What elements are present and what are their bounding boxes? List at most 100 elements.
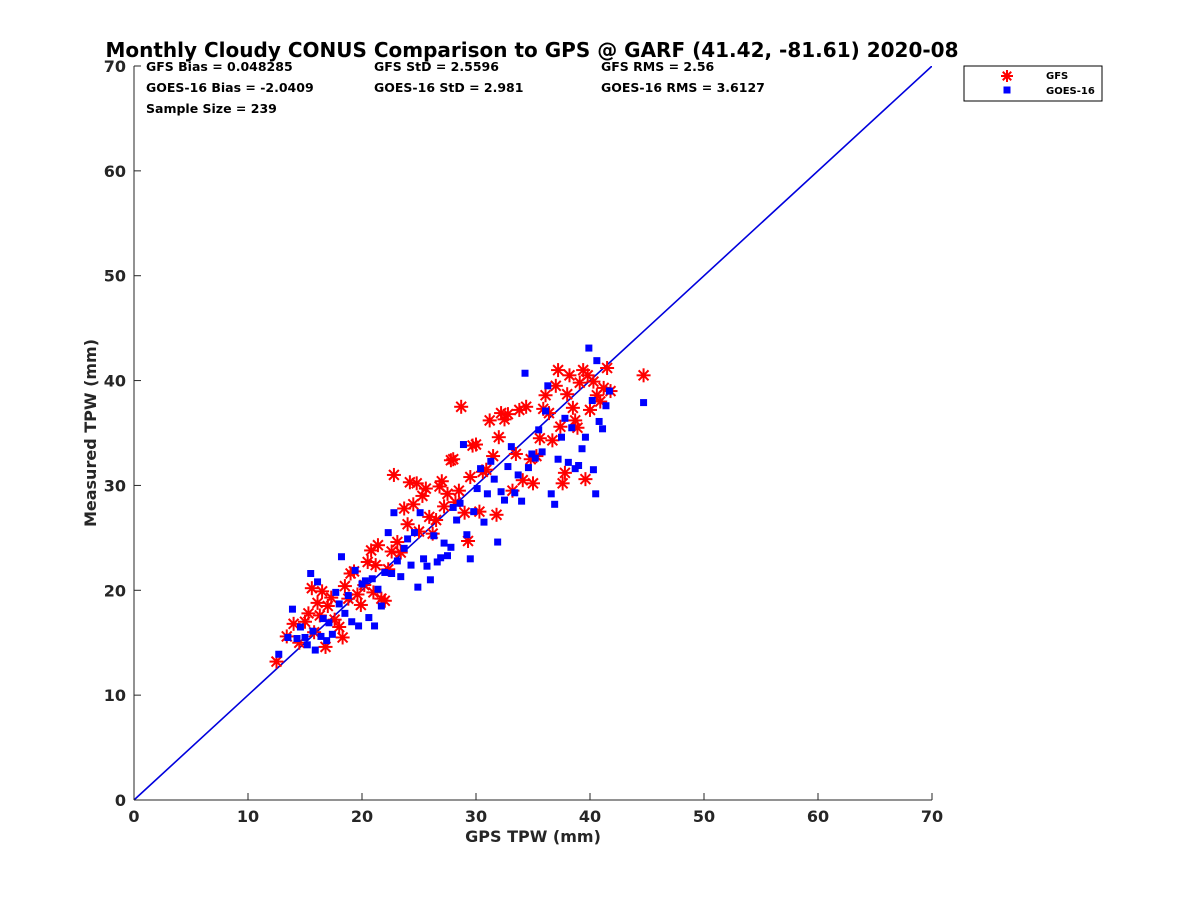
gfs-point [324,590,339,605]
gfs-point [337,579,352,594]
gfs-point [583,402,597,417]
goes-16-point [504,463,512,471]
goes-16-point [288,605,296,613]
goes-16-point [456,499,464,507]
stats-annotations: GFS Bias = 0.048285 GFS StD = 2.5596 GFS… [146,59,765,116]
legend: GFS GOES-16 [963,65,1103,102]
sample-size-text: Sample Size = 239 [146,101,277,116]
goes-16-point [595,417,603,425]
goes-16-point [433,558,441,566]
gfs-point [406,497,421,512]
goes-16-point [426,576,434,584]
goes-16-point [307,570,315,578]
goes-16-point [407,561,415,569]
x-tick-label: 70 [921,807,943,826]
gfs-point [532,431,547,446]
y-tick-label: 70 [104,57,126,76]
goes-16-point [480,518,488,526]
gfs-point [526,476,540,491]
gfs-point [562,368,577,383]
gfs-point [553,419,568,434]
goes-16-point [497,488,505,496]
goes-16-point [511,489,519,497]
gfs-point [390,535,405,550]
goes-16-point [547,490,555,498]
goes-16-point [430,532,438,540]
goes-16-point [301,633,309,641]
one-to-one-line [134,66,932,801]
goes-16-point [589,466,597,474]
goes-16-point [501,496,508,504]
gfs-point [600,360,615,375]
goes-16-point [521,369,529,377]
goes-16-point [400,544,408,552]
gfs-point [353,597,368,612]
gfs-point [366,585,381,600]
gfs-point [578,472,593,487]
goes-16-point [453,516,461,524]
goes-16-point [423,562,431,570]
goes-16-point [507,443,515,451]
goes-16-point [561,414,569,422]
gfs-point [429,513,444,528]
goes-16-point [404,535,412,543]
goes-16-point [381,568,389,576]
gfs-point [386,467,401,482]
goes-16-point [365,614,373,622]
goes-16-point [447,543,455,551]
gfs-point [315,584,330,599]
gfs-point [500,407,515,422]
gfs-point [446,452,461,467]
goes-16-point [311,646,319,654]
goes-16-point [325,619,333,627]
gfs-point [368,558,383,573]
x-axis-ticks: 0 10 20 30 40 50 60 70 [128,793,943,826]
goes-16-point [351,566,359,574]
goes-16-point [317,632,325,640]
gfs-std-text: GFS StD = 2.5596 [374,59,499,74]
gfs-point [551,363,566,378]
goes-16-point [275,650,283,658]
gfs-point [286,616,301,631]
gfs-point [565,400,580,415]
gfs-point [572,375,587,390]
x-tick-label: 40 [579,807,601,826]
gfs-point [301,606,316,621]
goes-16-point [368,575,376,583]
goes-16-point [564,458,572,466]
goes-16-point [542,407,550,415]
goes-16-point [554,455,562,463]
gfs-point [335,630,350,645]
goes-16-point [494,538,502,546]
x-tick-label: 50 [693,807,715,826]
goes-16-point [388,570,396,578]
legend-goes-16-label: GOES-16 [1046,86,1095,97]
goes-16-point [524,464,532,472]
goes-16-point [538,448,546,456]
goes-16-point [640,399,648,407]
chart-title: Monthly Cloudy CONUS Comparison to GPS @… [105,38,958,62]
goes-16-point [293,635,301,643]
gfs-point [545,433,560,448]
goes-16-point [420,555,428,563]
goes-16-point [344,592,352,600]
x-tick-label: 30 [465,807,487,826]
gfs-point [557,465,572,480]
gfs-point [489,507,504,522]
gfs-point [457,505,472,520]
goes-16-point [374,585,382,593]
x-tick-label: 0 [128,807,139,826]
gfs-point [437,499,452,514]
goes-16-point [444,552,451,560]
gfs-point [508,446,523,461]
goes-16-point [314,578,322,586]
goes-16-point [371,622,379,630]
goes-16-point [544,382,552,390]
goes-16-point [284,633,292,641]
goes-16-point [483,490,491,498]
goes-16-point [477,465,485,473]
gfs-point [370,538,385,553]
y-axis-label: Measured TPW (mm) [81,339,100,527]
y-tick-label: 10 [104,686,126,705]
